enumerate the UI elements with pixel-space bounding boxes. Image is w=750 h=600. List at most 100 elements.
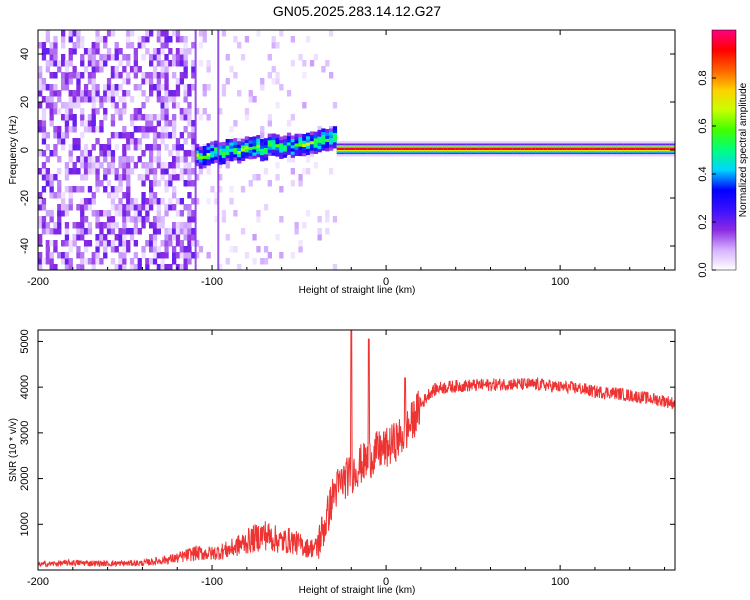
spectrogram-cell — [114, 90, 119, 97]
spectrogram-cell — [156, 84, 161, 91]
spectrogram-cell — [152, 126, 158, 133]
spectrogram-cell — [110, 216, 116, 223]
spectrogram-cell — [156, 144, 161, 151]
spectrogram-cell — [229, 186, 234, 193]
spectrogram-cell — [91, 120, 96, 127]
spectrogram-cell — [49, 90, 54, 97]
spectrogram-cell — [106, 192, 112, 199]
spectrogram-cell — [129, 216, 135, 223]
spectrogram-cell — [191, 60, 196, 67]
spectrogram-cell — [248, 146, 253, 150]
spectrogram-cell — [95, 222, 100, 229]
spectrogram-cell — [61, 78, 66, 85]
spectrogram-cell — [256, 135, 261, 139]
spectrogram-cell — [133, 162, 138, 169]
spectrogram-cell — [581, 147, 586, 150]
spectrogram-cell — [198, 155, 204, 160]
spectrogram-cell — [114, 66, 119, 73]
spectrogram-cell — [122, 228, 127, 235]
spectrogram-cell — [233, 156, 238, 161]
spectrogram-cell — [263, 138, 269, 142]
spectrogram-cell — [321, 147, 326, 151]
spectrogram-cell — [604, 147, 609, 150]
spectrogram-cell — [187, 102, 192, 109]
spectrogram-cell — [83, 144, 89, 151]
spectrogram-cell — [152, 240, 158, 247]
spectrogram-cell — [298, 180, 303, 187]
spectrogram-cell — [114, 54, 119, 61]
spectrogram-cell — [76, 30, 81, 37]
spectrogram-cell — [49, 264, 54, 270]
colorbar-tick-label: 0.8 — [697, 70, 709, 85]
spectrogram-cell — [99, 144, 104, 151]
spectrogram-cell — [172, 72, 177, 79]
spectrogram-cell — [76, 168, 81, 175]
spectrogram-cell — [122, 258, 127, 265]
spectrogram-cell — [38, 150, 43, 157]
spectrogram-cell — [172, 114, 177, 121]
spectrogram-cell — [49, 120, 54, 127]
spectrogram-cell — [329, 144, 334, 148]
spectrogram-cell — [141, 114, 146, 121]
spectrogram-cell — [152, 132, 158, 139]
spectrogram-cell — [172, 174, 177, 181]
spectrogram-cell — [179, 72, 184, 79]
spectrogram-cell — [168, 48, 173, 55]
spectrogram-cell — [49, 210, 54, 217]
spectrogram-cell — [110, 120, 116, 127]
spectrogram-cell — [103, 186, 108, 193]
spectrogram-cell — [95, 252, 100, 259]
spectrogram-cell — [233, 36, 238, 43]
spectrogram-cell — [133, 144, 138, 151]
spectrogram-cell — [267, 114, 272, 121]
spectrogram-cell — [41, 120, 47, 127]
spectrogram-cell — [313, 54, 318, 61]
spectrogram-cell — [187, 90, 192, 97]
spectrogram-cell — [103, 144, 108, 151]
spectrogram-cell — [191, 180, 196, 187]
spectrogram-cell — [110, 156, 116, 163]
spectrogram-cell — [61, 60, 66, 67]
spectrogram-cell — [332, 129, 338, 133]
spectrogram-cell — [298, 146, 303, 150]
spectrogram-cell — [91, 144, 96, 151]
spectrogram-cell — [141, 78, 146, 85]
spectrogram-cell — [83, 168, 89, 175]
spectrogram-cell — [118, 72, 123, 79]
spectrogram-cell — [91, 156, 96, 163]
spectrogram-cell — [160, 198, 165, 205]
spectrogram-cell — [325, 60, 330, 67]
spectrogram-cell — [80, 96, 85, 103]
spectrogram-cell — [61, 138, 66, 145]
spectrogram-cell — [110, 150, 116, 157]
spectrogram-cell — [133, 60, 138, 67]
spectrogram-cell — [141, 162, 146, 169]
spectrogram-cell — [152, 198, 158, 205]
spectrogram-cell — [325, 138, 330, 142]
spectrogram-cell — [103, 84, 108, 91]
spectrogram-cell — [156, 72, 161, 79]
spectrogram-cell — [302, 140, 307, 144]
spectrogram-cell — [179, 48, 184, 55]
spectrogram-cell — [248, 143, 253, 147]
spectrogram-cell — [156, 228, 161, 235]
spectrogram-cell — [61, 204, 66, 211]
spectrogram-cell — [133, 72, 138, 79]
spectrogram-cell — [53, 144, 58, 151]
spectrogram-cell — [122, 126, 127, 133]
spectrogram-cell — [80, 234, 85, 241]
spectrogram-cell — [436, 147, 441, 150]
spectrogram-cell — [256, 141, 261, 145]
spectrogram-cell — [225, 78, 230, 85]
spectrogram-cell — [137, 84, 142, 91]
spectrogram-cell — [382, 147, 387, 150]
spectrogram-cell — [53, 132, 58, 139]
snr-x-tick-label: 0 — [383, 576, 389, 588]
spectrogram-cell — [248, 149, 253, 154]
spectrogram-cell — [80, 36, 85, 43]
spectrogram-cell — [95, 234, 100, 241]
spectrogram-cell — [152, 84, 158, 91]
spectrogram-cell — [80, 198, 85, 205]
spectrogram-cell — [80, 162, 85, 169]
spectrogram-cell — [164, 120, 169, 127]
